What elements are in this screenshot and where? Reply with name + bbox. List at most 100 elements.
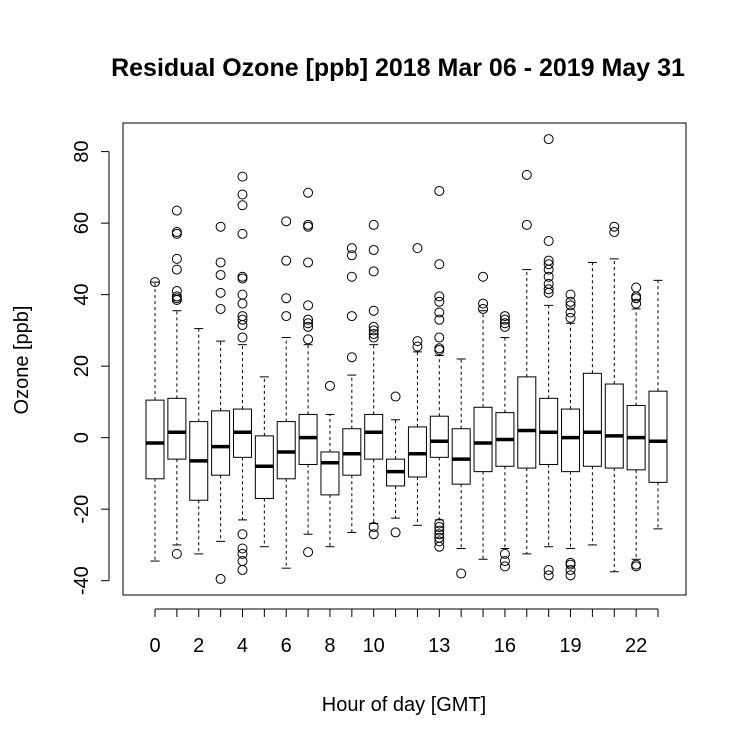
box-hour — [539, 134, 559, 581]
outlier-point — [237, 298, 248, 309]
outlier-point — [346, 352, 357, 363]
y-tick-label: 80 — [71, 140, 93, 162]
outlier-point — [237, 543, 248, 554]
iqr-box — [211, 410, 231, 476]
outlier-point — [346, 311, 357, 322]
outlier-point — [303, 334, 314, 345]
iqr-box — [167, 397, 187, 460]
outlier-point — [346, 250, 357, 261]
outlier-point — [543, 134, 554, 145]
outlier-point — [434, 529, 445, 540]
outlier-point — [281, 293, 292, 304]
iqr-box — [342, 428, 362, 476]
box-hour — [364, 219, 384, 540]
box-hour — [386, 391, 406, 538]
outlier-point — [434, 332, 445, 343]
y-tick-label: 40 — [71, 284, 93, 306]
outlier-point — [237, 189, 248, 200]
box-hour — [626, 282, 646, 572]
box-hour — [473, 271, 493, 560]
outlier-point — [565, 312, 576, 323]
outlier-point — [456, 568, 467, 579]
outlier-point — [434, 541, 445, 552]
outlier-point — [281, 311, 292, 322]
outlier-point — [631, 559, 642, 570]
outlier-point — [543, 255, 554, 266]
outlier-point — [346, 243, 357, 254]
outlier-point — [303, 257, 314, 268]
outlier-point — [171, 264, 182, 275]
outlier-point — [171, 253, 182, 264]
iqr-box — [364, 413, 384, 460]
outlier-point — [237, 200, 248, 211]
outlier-point — [565, 564, 576, 575]
box-hour — [517, 169, 537, 555]
box-hour — [407, 243, 427, 526]
box-hour — [429, 185, 449, 552]
outlier-point — [281, 216, 292, 227]
outlier-point — [368, 325, 379, 336]
plot-area — [122, 122, 687, 596]
outlier-point — [237, 320, 248, 331]
outlier-point — [171, 227, 182, 238]
box-hour — [604, 221, 624, 573]
iqr-box — [561, 408, 581, 473]
outlier-point — [478, 271, 489, 282]
outlier-point — [368, 219, 379, 230]
outlier-point — [390, 527, 401, 538]
outlier-point — [412, 336, 423, 347]
iqr-box — [648, 390, 668, 483]
outlier-point — [543, 236, 554, 246]
iqr-box — [320, 451, 340, 496]
y-tick-label: 20 — [71, 355, 93, 377]
outlier-point — [521, 169, 532, 180]
outlier-point — [499, 318, 510, 329]
outlier-point — [237, 311, 248, 322]
outlier-point — [237, 314, 248, 325]
box-hour — [276, 216, 296, 569]
outlier-point — [565, 570, 576, 581]
box-hour — [320, 380, 340, 548]
outlier-point — [543, 278, 554, 289]
box-hour — [167, 205, 187, 559]
y-tick-label: -40 — [71, 566, 93, 595]
iqr-box — [276, 421, 296, 480]
x-tick-label: 19 — [559, 635, 581, 657]
outlier-point — [171, 286, 182, 297]
iqr-box — [451, 428, 471, 485]
box-hour — [145, 277, 165, 562]
outlier-point — [631, 282, 642, 293]
outlier-point — [499, 314, 510, 325]
outlier-point — [368, 305, 379, 316]
plot-frame — [122, 122, 687, 596]
box-hour — [211, 221, 231, 584]
box-hour — [342, 243, 362, 533]
outlier-point — [368, 529, 379, 540]
outlier-point — [281, 255, 292, 266]
outlier-point — [237, 548, 248, 559]
outlier-point — [434, 525, 445, 536]
outlier-point — [499, 321, 510, 332]
outlier-point — [150, 277, 160, 288]
outlier-point — [237, 289, 248, 300]
outlier-point — [215, 303, 226, 314]
x-axis: 0 2 4 6 8 10 13 16 19 22 — [149, 608, 659, 657]
outlier-point — [215, 573, 226, 584]
outlier-point — [368, 328, 379, 339]
outlier-point — [499, 548, 510, 559]
box-hour — [298, 187, 318, 558]
iqr-box — [582, 372, 602, 467]
x-tick-label: 2 — [193, 635, 204, 657]
x-tick-label: 16 — [494, 635, 516, 657]
outlier-point — [303, 547, 314, 558]
outlier-point — [434, 536, 445, 547]
outlier-point — [521, 219, 532, 230]
box-hour — [232, 171, 252, 575]
box-hour — [582, 261, 602, 546]
outlier-point — [434, 296, 445, 307]
outlier-point — [303, 314, 314, 325]
outlier-point — [368, 522, 379, 533]
outlier-point — [215, 287, 226, 298]
outlier-point — [303, 300, 314, 311]
